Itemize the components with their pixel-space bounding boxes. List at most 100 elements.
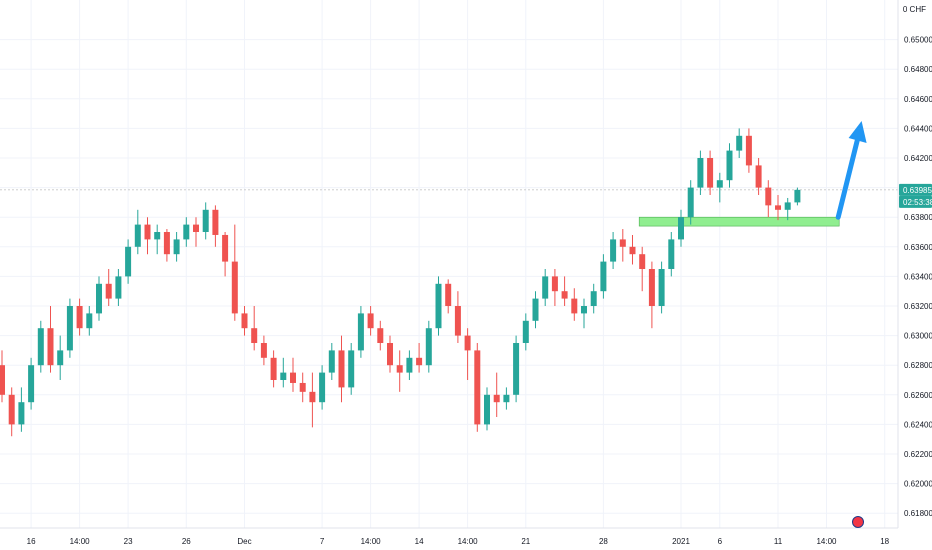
candle-body [319,372,326,403]
grid-lines [0,0,898,528]
candle-body [105,283,112,299]
time-tick-label: 14:00 [816,537,837,546]
time-tick-label: 2021 [672,537,690,546]
candle-body [8,394,15,425]
current-price-badge [899,183,932,196]
price-tick-label: 0.61800 [904,509,932,518]
candle-body [648,269,655,306]
candle-body [173,239,180,255]
price-tick-label: 0.62200 [904,450,932,459]
candle-body [86,313,93,329]
candle-body [522,320,529,343]
candle-body [551,276,558,292]
candle-body [96,283,102,314]
candle-body [328,350,335,373]
candle-body [571,298,578,314]
candle-body [775,205,781,210]
candle-body [212,209,219,235]
current-price-text: 0.63985 [903,186,932,195]
candle-body [76,306,83,329]
candle-body [290,372,296,383]
candle-body [755,165,762,188]
arrow-head [848,121,867,143]
candle-body [425,328,432,366]
candle-body [193,224,199,232]
arrow-shaft [835,132,862,220]
candle-body [474,350,481,425]
countdown-badge [899,195,932,208]
candle-body [260,343,267,358]
candle-body [183,224,190,240]
candle-body [561,291,568,299]
candle-body [37,328,44,366]
time-tick-label: 11 [774,537,783,546]
candle-body [231,261,238,314]
candle-body [513,343,520,395]
candle-body [464,335,471,351]
candle-body [57,350,64,366]
time-tick-label: 21 [521,537,530,546]
candle-body [794,189,801,203]
candle-body [697,158,704,188]
candle-body [338,350,345,388]
price-tick-label: 0.63400 [904,272,932,281]
candle-body [726,150,733,181]
candle-body [493,394,500,403]
candle-body [765,187,772,206]
candle-body [299,382,306,392]
candle-body [687,187,694,218]
candle-body [66,306,73,351]
candle-body [309,391,316,403]
candle-body [144,224,151,240]
candle-body [377,328,384,343]
globe-icon[interactable] [852,516,864,528]
candle-body [357,313,364,351]
time-axis[interactable]: 16 14:00 23 26 Dec 7 14:00 14 14:00 21 28 2021 6 11 14… [0,527,898,546]
price-tick-label: 0.62400 [904,420,932,429]
candle-body [707,158,714,188]
time-tick-label: 7 [320,537,325,546]
time-tick-label: 14 [415,537,424,546]
time-tick-label: 23 [124,537,133,546]
candle-body [367,313,374,329]
currency-label[interactable]: 0 CHF [900,4,928,15]
time-tick-label: 26 [182,537,191,546]
candle-body [280,372,287,380]
candle-body [736,135,743,151]
candle-body [678,217,684,240]
time-tick-label: 14:00 [70,537,91,546]
candle-body [445,283,452,306]
candle-body [716,180,723,188]
price-tick-label: 0.62000 [904,480,932,489]
countdown-text: 02:53:38 [903,198,932,207]
price-tick-label: 0.64400 [904,124,932,133]
candle-body [484,394,490,425]
candle-body [668,239,675,269]
candle-body [251,328,258,343]
candle-body [745,135,752,166]
price-axis[interactable]: 0.650000.648000.646000.644000.642000.640… [897,0,932,528]
candle-body [658,269,665,306]
arrow-layer [835,121,867,220]
candle-body [406,357,413,373]
support-zone [638,216,840,227]
candle-body [416,357,423,366]
candle-body [639,254,646,269]
candle-body [241,313,248,329]
candle-body [619,239,626,247]
time-tick-label: 18 [880,537,889,546]
candle-body [134,224,141,247]
time-tick-label: 28 [599,537,608,546]
candle-body [47,328,54,366]
candle-body [270,357,277,380]
time-tick-label: 16 [27,537,36,546]
candle-body [28,365,35,403]
candle-body [600,261,607,292]
candle-body [396,365,403,373]
price-tick-label: 0.63000 [904,332,932,341]
candle-body [348,350,355,388]
candle-body [503,394,510,403]
candle-body [542,276,549,299]
time-tick-label: Dec [237,537,251,546]
